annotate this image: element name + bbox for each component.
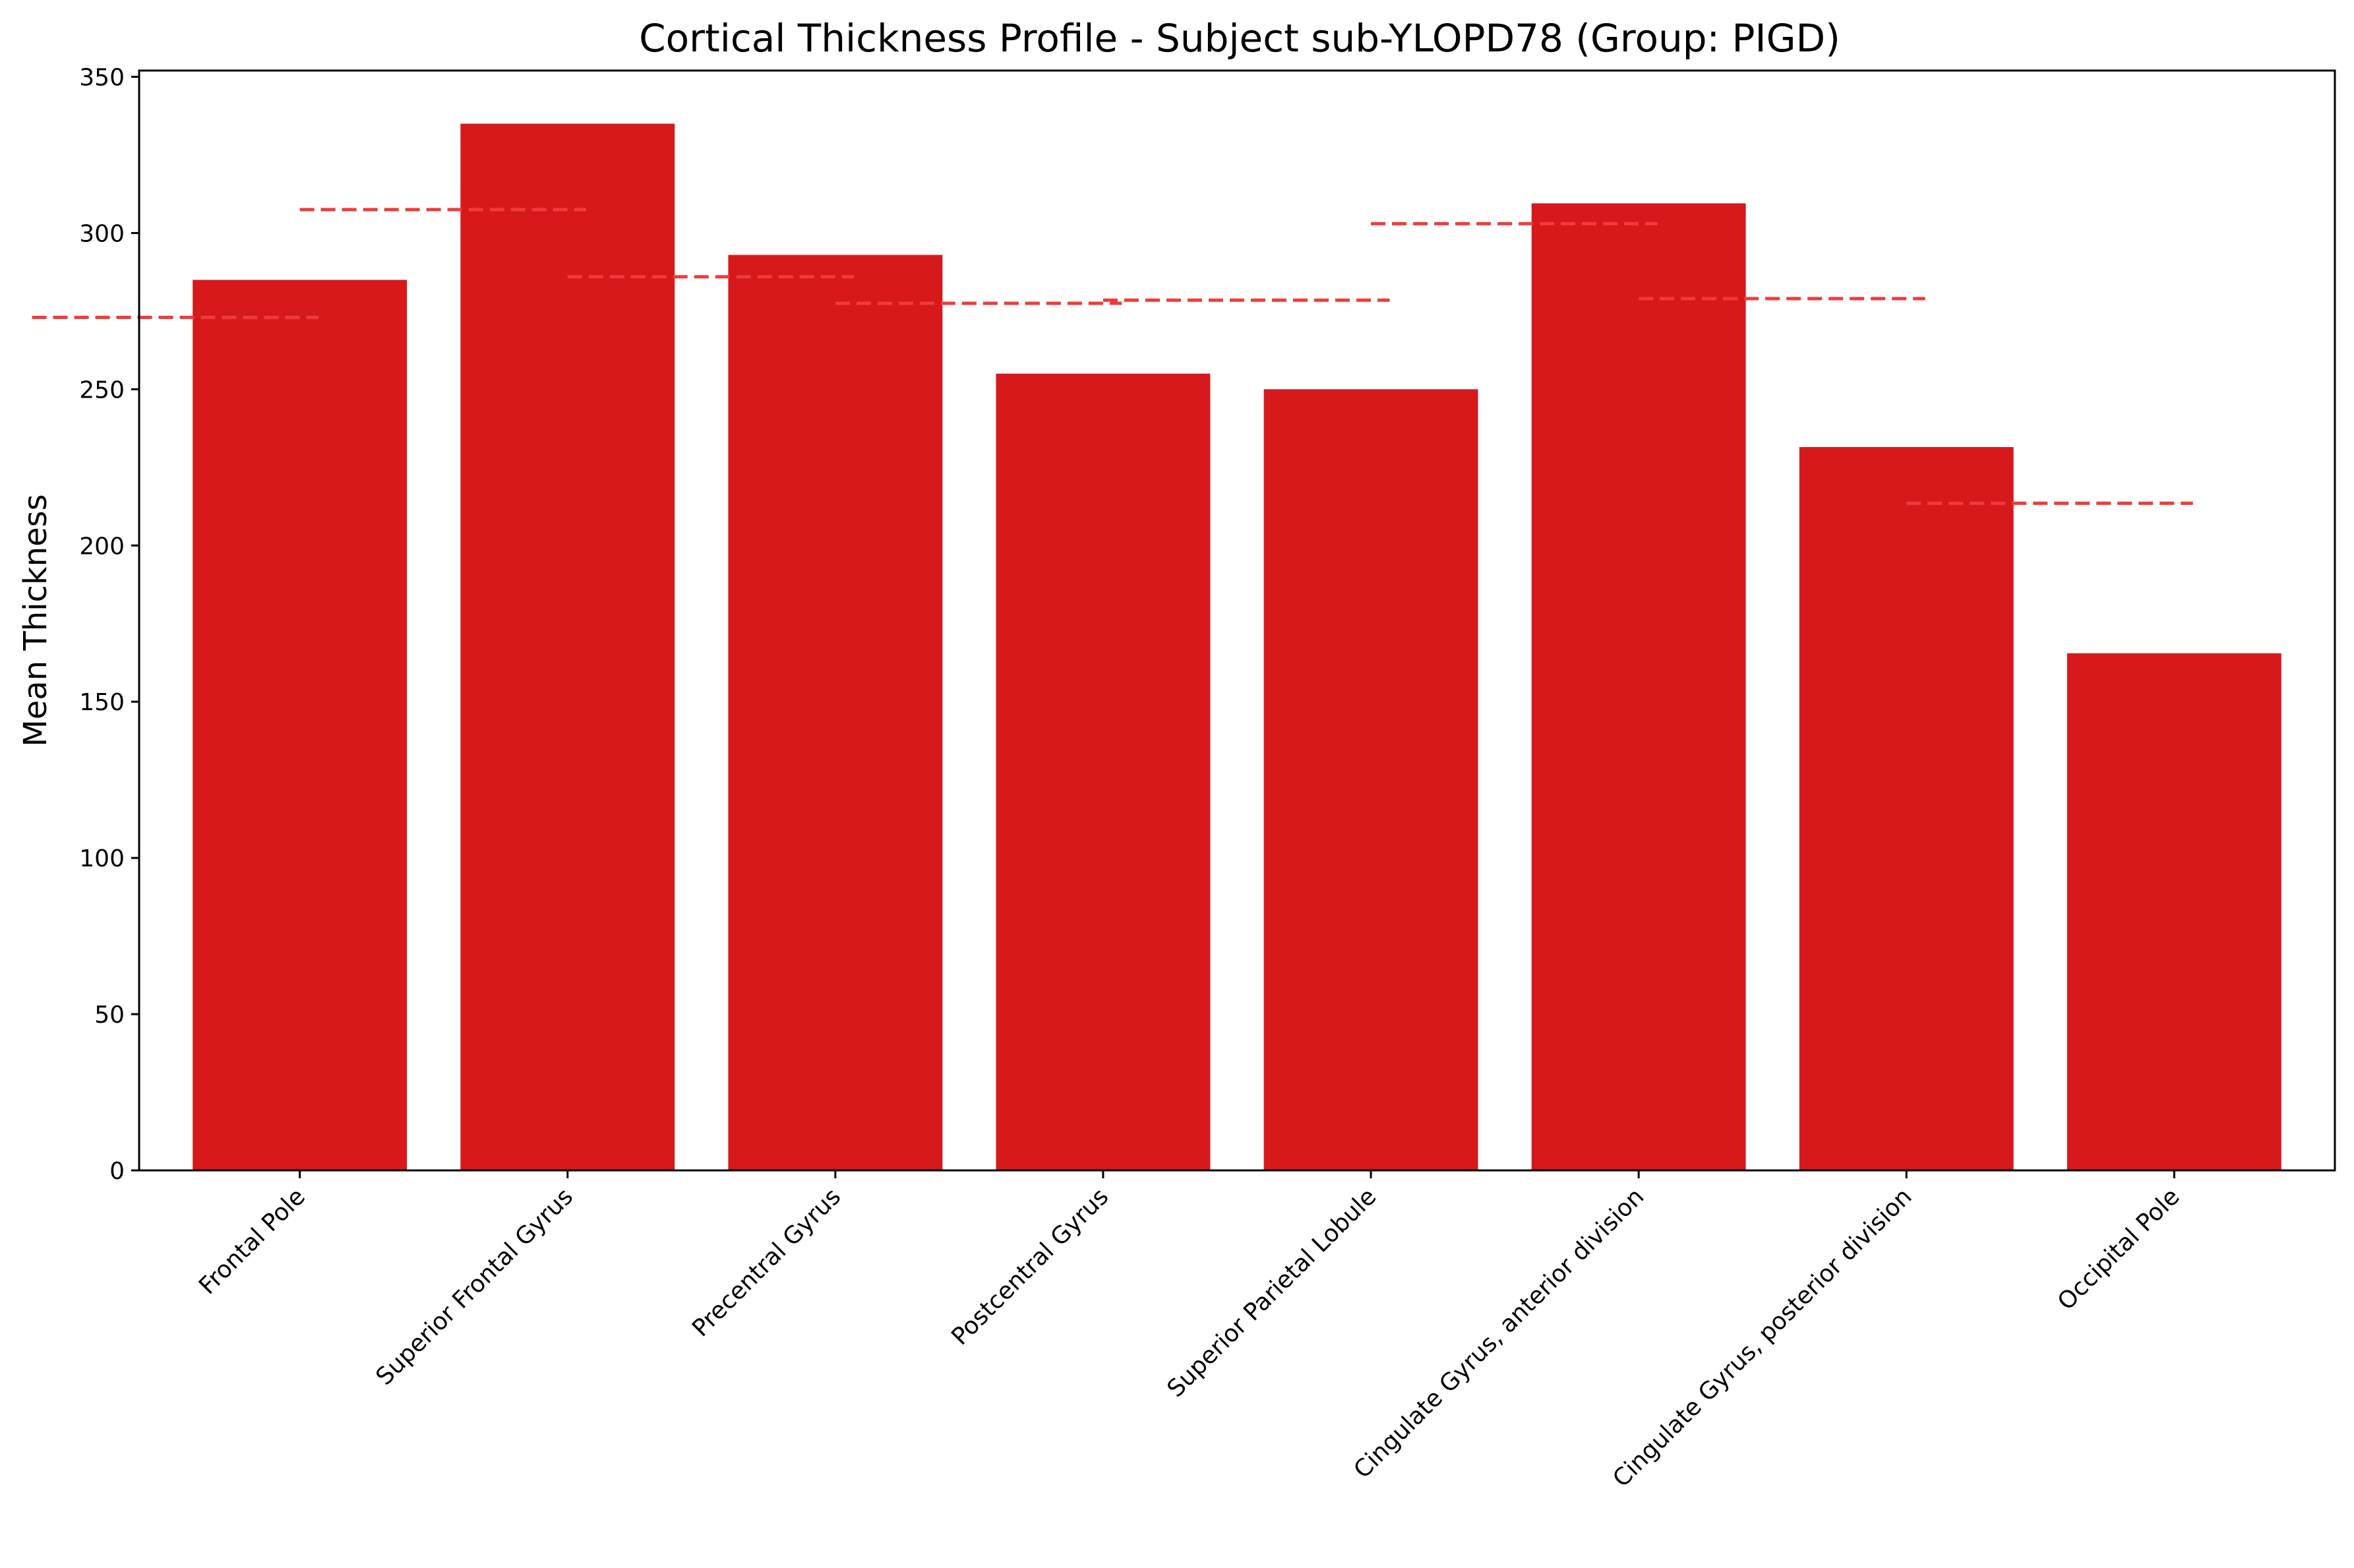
x-tick-label-8: Occipital Pole [2053,1183,2185,1315]
x-tick-label-3: Precentral Gyrus [687,1183,846,1342]
x-tick-label-1: Frontal Pole [194,1183,311,1300]
y-tick-label-0: 0 [109,1158,125,1185]
bar-2 [460,123,675,1170]
bar-7 [1799,447,2014,1171]
x-tick-label-5: Superior Parietal Lobule [1162,1183,1382,1402]
y-tick-label-250: 250 [79,377,125,404]
x-tick-label-4: Postcentral Gyrus [946,1183,1114,1350]
y-tick-label-200: 200 [79,533,125,560]
bar-1 [193,280,407,1170]
plot-frame [138,69,2336,1172]
bar-8 [2067,653,2281,1170]
x-axis-ticks: Frontal Pole Superior Frontal Gyrus Precen… [194,1170,2185,1493]
chart-title: Cortical Thickness Profile - Subject sub… [639,16,1840,61]
x-tick-label-6: Cingulate Gyrus, anterior division [1349,1183,1650,1484]
bar-3 [728,255,943,1170]
reference-lines [32,208,2193,505]
y-axis-label: Mean Thickness [17,494,54,746]
y-tick-label-350: 350 [79,64,125,91]
y-tick-label-150: 150 [79,689,125,716]
bars [193,123,2281,1171]
y-tick-label-50: 50 [94,1002,125,1029]
y-axis-ticks: 0 50 100 150 200 250 300 350 [79,64,139,1185]
bar-6 [1531,203,1746,1170]
bar-5 [1263,389,1478,1171]
y-tick-label-100: 100 [79,845,125,872]
x-tick-label-7: Cingulate Gyrus, posterior division [1608,1183,1917,1492]
y-tick-label-300: 300 [79,220,125,247]
bar-4 [996,373,1211,1170]
x-tick-label-2: Superior Frontal Gyrus [371,1183,579,1391]
